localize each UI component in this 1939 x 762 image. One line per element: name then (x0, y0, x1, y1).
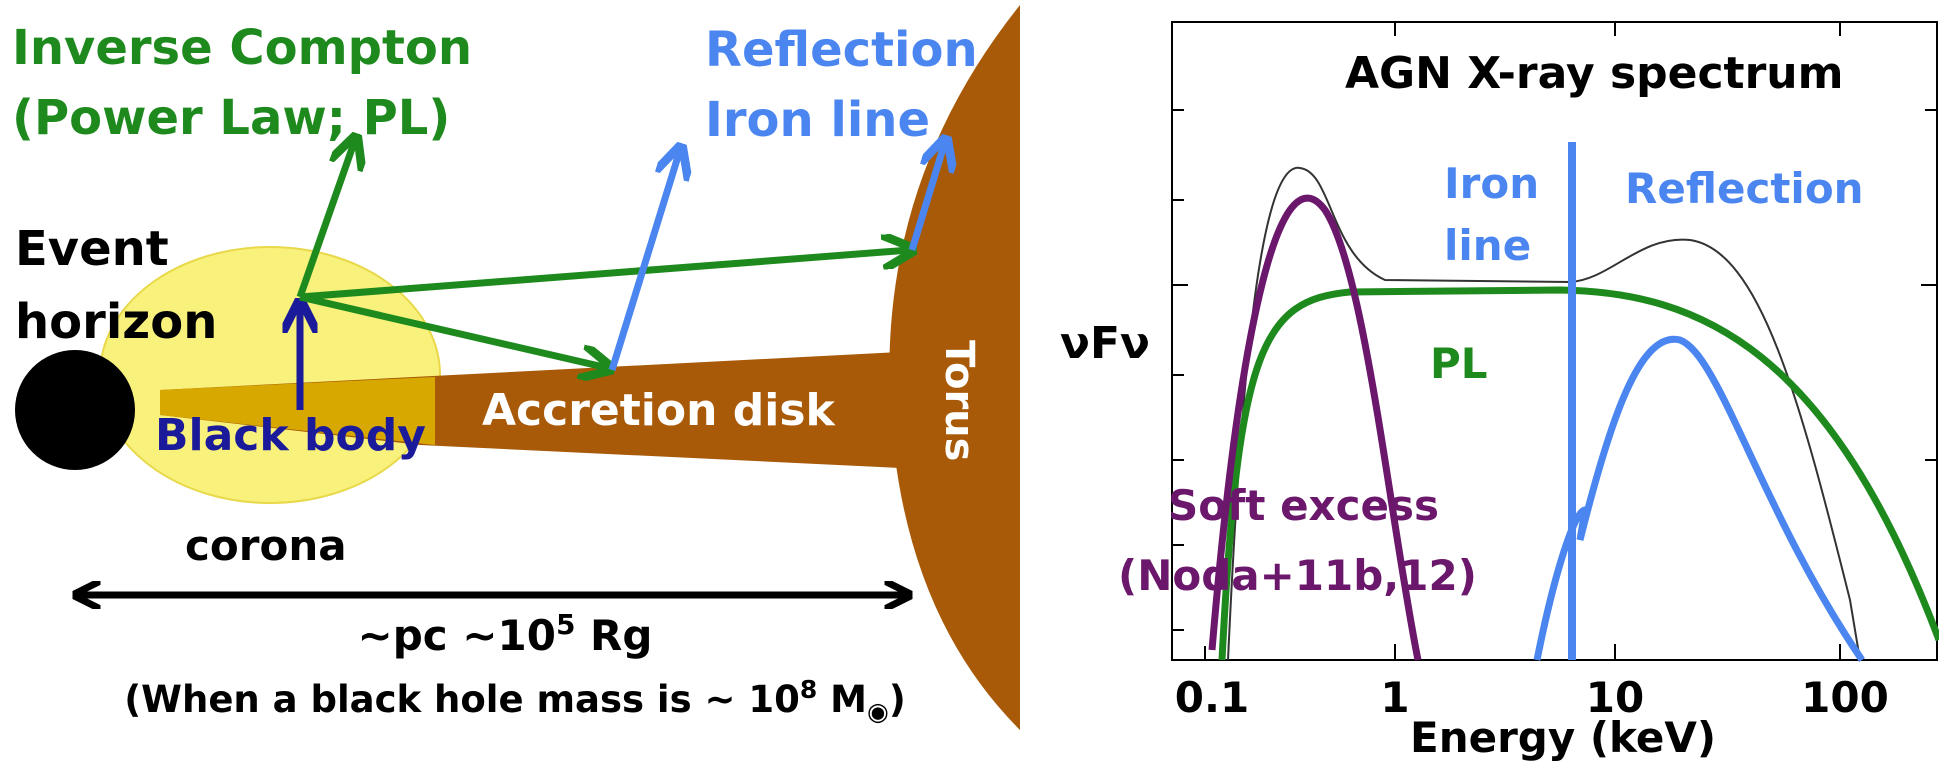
spectrum: AGN X-ray spectrum Iron line Reflection … (1060, 22, 1939, 762)
label: (Power Law; PL) (12, 90, 450, 146)
x-tick-label: 1 (1380, 673, 1409, 722)
label: horizon (15, 294, 217, 350)
exponent: 5 (556, 608, 575, 641)
x-tick-label: 100 (1801, 673, 1889, 722)
corona (100, 247, 440, 503)
text: (When a black hole mass is ~ 10 (124, 678, 800, 721)
exponent: 8 (800, 675, 817, 704)
label: Event (15, 221, 169, 277)
black-hole (15, 350, 135, 470)
label: Black body (155, 410, 426, 461)
unit: Rg (575, 611, 652, 660)
label: Reflection (705, 22, 978, 78)
mass-note: (When a black hole mass is ~ 108 M◉) (124, 675, 905, 726)
label: PL (1430, 339, 1488, 388)
title: AGN X-ray spectrum (1345, 48, 1843, 99)
label: corona (185, 521, 347, 570)
page: Inverse Compton (Power Law; PL) Reflecti… (0, 0, 1939, 762)
power-law-curve (1222, 290, 1939, 660)
label: Iron line (705, 92, 930, 148)
y-label: νFν (1060, 318, 1150, 369)
label: Soft excess (1168, 481, 1439, 530)
label: Accretion disk (482, 385, 837, 436)
arrow (612, 150, 680, 370)
label: Reflection (1625, 164, 1864, 213)
reflection-curve (1537, 339, 1862, 660)
x-label: Energy (keV) (1410, 713, 1716, 762)
agn-diagram: Inverse Compton (Power Law; PL) Reflecti… (12, 5, 1020, 730)
label: Torus (936, 340, 982, 461)
label: line (1444, 221, 1531, 270)
label: Inverse Compton (12, 20, 472, 76)
arrow (300, 250, 910, 297)
text: ~pc ~10 (358, 611, 556, 660)
label: Iron (1444, 159, 1539, 208)
close: ) (889, 678, 906, 721)
subscript: ◉ (867, 697, 889, 726)
x-tick-label: 0.1 (1175, 673, 1249, 722)
label: (Noda+11b,12) (1118, 551, 1477, 600)
unit: M (817, 678, 867, 721)
scale-label: ~pc ~105 Rg (358, 608, 653, 660)
